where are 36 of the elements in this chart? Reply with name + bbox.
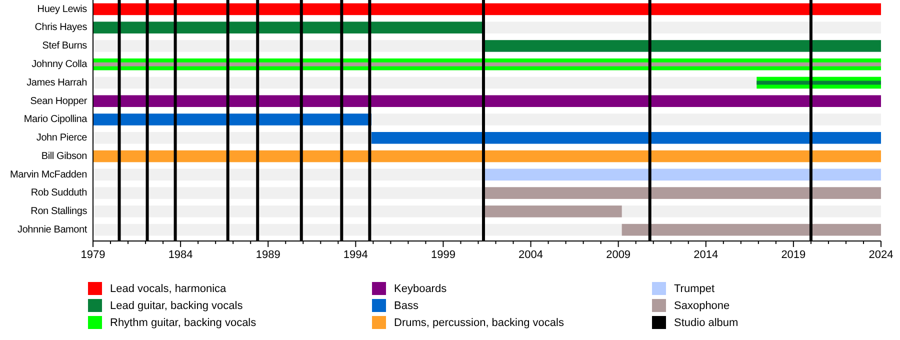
- y-tick-label: James Harrah: [26, 77, 87, 88]
- legend-label: Rhythm guitar, backing vocals: [110, 317, 257, 329]
- bar: [484, 40, 881, 52]
- y-tick-label: Rob Sudduth: [30, 188, 87, 199]
- x-tick-label: 1994: [343, 249, 368, 261]
- y-tick-label: Stef Burns: [42, 40, 88, 52]
- legend-label: Lead guitar, backing vocals: [110, 300, 244, 312]
- legend-label: Lead vocals, harmonica: [110, 283, 228, 295]
- y-tick-label: Bill Gibson: [41, 150, 87, 162]
- bar: [93, 62, 881, 66]
- y-tick-label: Johnnie Bamont: [18, 224, 88, 236]
- x-tick-label: 1984: [168, 249, 193, 261]
- legend-label: Studio album: [674, 317, 738, 329]
- y-tick-label: Sean Hopper: [30, 96, 88, 107]
- x-tick-label: 2014: [694, 249, 718, 261]
- x-tick-label: 2024: [868, 249, 894, 261]
- x-tick-label: 1979: [80, 249, 106, 261]
- y-tick-label: Marvin McFadden: [10, 169, 87, 180]
- x-tick-label: 1999: [430, 249, 456, 261]
- legend-label: Keyboards: [394, 283, 448, 295]
- legend-label: Saxophone: [674, 300, 730, 312]
- legend-label: Drums, percussion, backing vocals: [394, 317, 564, 329]
- x-tick-label: 2019: [781, 249, 806, 261]
- bar: [484, 187, 881, 199]
- bar: [484, 168, 881, 181]
- y-tick-label: Johnny Colla: [32, 58, 88, 70]
- y-tick-label: Chris Hayes: [34, 22, 88, 34]
- x-tick-label: 2004: [518, 249, 544, 261]
- x-tick-label: 1989: [256, 249, 280, 261]
- legend-label: Bass: [394, 300, 419, 312]
- x-tick-label: 2009: [606, 249, 631, 261]
- y-tick-label: John Pierce: [36, 132, 88, 144]
- y-tick-label: Ron Stallings: [30, 206, 88, 218]
- legend-label: Trumpet: [674, 283, 715, 295]
- y-tick-label: Mario Cipollina: [24, 114, 88, 126]
- y-tick-label: Huey Lewis: [37, 4, 88, 15]
